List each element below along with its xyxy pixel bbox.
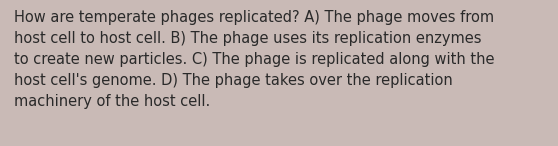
Text: How are temperate phages replicated? A) The phage moves from
host cell to host c: How are temperate phages replicated? A) … xyxy=(14,10,494,109)
